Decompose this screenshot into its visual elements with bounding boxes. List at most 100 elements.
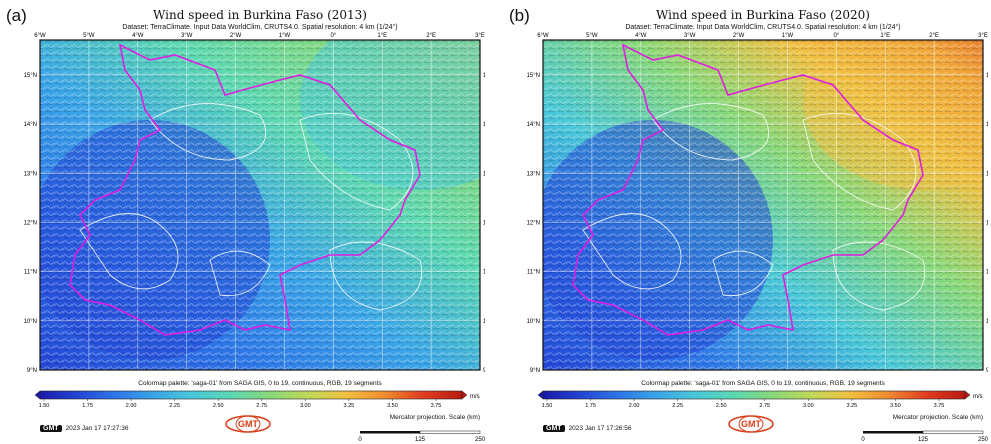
colorbar-tick-label: 2.25 bbox=[169, 403, 180, 409]
country-border bbox=[572, 43, 924, 336]
colorbar-tick-label: 2.50 bbox=[716, 403, 727, 409]
lon-tick-label: 1°E bbox=[377, 33, 387, 39]
svg-text:GMT: GMT bbox=[741, 419, 761, 429]
gmt-logo-icon: GMT bbox=[543, 425, 565, 432]
lon-tick-label: 2°E bbox=[426, 33, 436, 39]
map-frame bbox=[39, 39, 481, 371]
colorbar-tick-label: 2.75 bbox=[759, 403, 770, 409]
lat-tick-label: 14°N bbox=[527, 122, 540, 128]
lat-tick-label: 13°N bbox=[986, 171, 988, 177]
map-frame bbox=[542, 39, 984, 371]
lat-tick-label: 11°N bbox=[24, 270, 37, 276]
lat-tick-label: 9°N bbox=[530, 368, 540, 374]
lon-tick-label: 1°W bbox=[279, 33, 291, 39]
scale-tick-label: 250 bbox=[475, 437, 485, 443]
map-subtitle: Dataset: TerraClimate. Input Data WorldC… bbox=[625, 24, 901, 31]
lat-tick-label: 15°N bbox=[24, 73, 37, 79]
scale-tick-label: 125 bbox=[918, 437, 929, 443]
lat-tick-label: 12°N bbox=[527, 221, 540, 227]
contour-line bbox=[79, 213, 179, 290]
lat-tick-label: 9°N bbox=[483, 368, 485, 374]
country-border bbox=[69, 43, 421, 336]
projection-label: Mercator projection. Scale (km) bbox=[892, 414, 983, 421]
colorbar bbox=[39, 390, 463, 400]
lat-tick-label: 13°N bbox=[483, 171, 485, 177]
contour-line bbox=[149, 103, 267, 161]
colorbar-tick-label: 2.25 bbox=[672, 403, 683, 409]
lon-tick-label: 2°W bbox=[733, 33, 745, 39]
contour-line bbox=[582, 213, 682, 290]
lat-tick-label: 13°N bbox=[24, 171, 37, 177]
lat-tick-label: 10°N bbox=[527, 319, 540, 325]
lat-tick-label: 14°N bbox=[986, 122, 988, 128]
colorbar-tick-label: 3.50 bbox=[890, 403, 901, 409]
svg-text:GMT: GMT bbox=[238, 419, 258, 429]
wind-speed-map: 6°W 5°W 4°W 3°W 2°W 1°W 0° 1°E 2°E 3°E 15°N 15°N 14°… bbox=[24, 33, 485, 443]
colorbar-tick-label: 2.75 bbox=[256, 403, 267, 409]
panel-letter: (b) bbox=[509, 6, 530, 25]
scale-tick-label: 125 bbox=[415, 437, 426, 443]
lat-tick-label: 11°N bbox=[986, 270, 988, 276]
contour-line bbox=[209, 250, 271, 297]
wind-speed-map: 6°W 5°W 4°W 3°W 2°W 1°W 0° 1°E 2°E 3°E 15°N 15°N 14°… bbox=[527, 33, 988, 443]
lon-tick-label: 3°W bbox=[684, 33, 696, 39]
colorbar-high-arrow-icon bbox=[964, 390, 971, 400]
colorbar-tick-label: 1.50 bbox=[542, 403, 553, 409]
lat-tick-label: 10°N bbox=[24, 319, 37, 325]
lon-tick-label: 6°W bbox=[34, 33, 46, 39]
lat-tick-label: 12°N bbox=[24, 221, 37, 227]
lat-tick-label: 15°N bbox=[483, 73, 485, 79]
lon-tick-label: 0° bbox=[833, 33, 839, 39]
lon-tick-label: 6°W bbox=[537, 33, 549, 39]
gmt-globe-logo-icon: GMT bbox=[225, 415, 271, 433]
map-panel-2020: (b) Wind speed in Burkina Faso (2020) Da… bbox=[503, 0, 988, 444]
lat-tick-label: 9°N bbox=[986, 368, 988, 374]
colorbar bbox=[542, 390, 966, 400]
lat-tick-label: 15°N bbox=[527, 73, 540, 79]
lon-tick-label: 3°W bbox=[181, 33, 193, 39]
timestamp-stamp: GMT 2023 Jan 17 17:27:36 bbox=[40, 425, 128, 432]
gmt-globe-logo-icon: GMT bbox=[728, 415, 774, 433]
lon-tick-label: 4°W bbox=[132, 33, 144, 39]
lat-tick-label: 11°N bbox=[483, 270, 485, 276]
lat-tick-label: 14°N bbox=[483, 122, 485, 128]
lon-tick-label: 5°W bbox=[586, 33, 598, 39]
scale-tick-label: 250 bbox=[978, 437, 988, 443]
lon-tick-label: 2°E bbox=[929, 33, 939, 39]
colorbar-tick-label: 3.00 bbox=[803, 403, 814, 409]
contour-line bbox=[329, 241, 423, 311]
map-title: Wind speed in Burkina Faso (2013) bbox=[153, 8, 367, 22]
contour-line bbox=[802, 112, 917, 211]
scale-bar bbox=[863, 431, 923, 434]
lat-tick-label: 12°N bbox=[986, 221, 988, 227]
colorbar-unit: m/s bbox=[973, 394, 983, 400]
timestamp: 2023 Jan 17 17:26:56 bbox=[568, 425, 632, 432]
colorbar-tick-label: 3.00 bbox=[300, 403, 311, 409]
scale-bar bbox=[360, 431, 420, 434]
lat-tick-label: 11°N bbox=[527, 270, 540, 276]
colorbar-tick-label: 1.75 bbox=[82, 403, 93, 409]
colorbar-tick-label: 2.00 bbox=[629, 403, 640, 409]
gmt-logo-icon: GMT bbox=[40, 425, 62, 432]
projection-label: Mercator projection. Scale (km) bbox=[389, 414, 480, 421]
lat-tick-label: 12°N bbox=[483, 221, 485, 227]
contour-line bbox=[832, 241, 926, 311]
lon-tick-label: 0° bbox=[330, 33, 336, 39]
lat-tick-label: 9°N bbox=[27, 368, 37, 374]
colorbar-low-arrow-icon bbox=[34, 390, 41, 400]
contour-line bbox=[299, 112, 414, 211]
colorbar-high-arrow-icon bbox=[461, 390, 468, 400]
map-subtitle: Dataset: TerraClimate. Input Data WorldC… bbox=[122, 24, 398, 31]
colorbar-tick-label: 3.75 bbox=[431, 403, 442, 409]
colorbar-tick-label: 1.50 bbox=[39, 403, 50, 409]
colorbar-tick-label: 3.25 bbox=[344, 403, 355, 409]
lon-tick-label: 3°E bbox=[978, 33, 988, 39]
colorbar-tick-label: 3.25 bbox=[847, 403, 858, 409]
colorbar-low-arrow-icon bbox=[537, 390, 544, 400]
lat-tick-label: 10°N bbox=[986, 319, 988, 325]
colorbar-tick-label: 3.50 bbox=[387, 403, 398, 409]
colorbar-tick-label: 2.50 bbox=[213, 403, 224, 409]
timestamp-stamp: GMT 2023 Jan 17 17:26:56 bbox=[543, 425, 631, 432]
map-panel-2013: (a) Wind speed in Burkina Faso (2013) Da… bbox=[0, 0, 485, 444]
lon-tick-label: 4°W bbox=[635, 33, 647, 39]
